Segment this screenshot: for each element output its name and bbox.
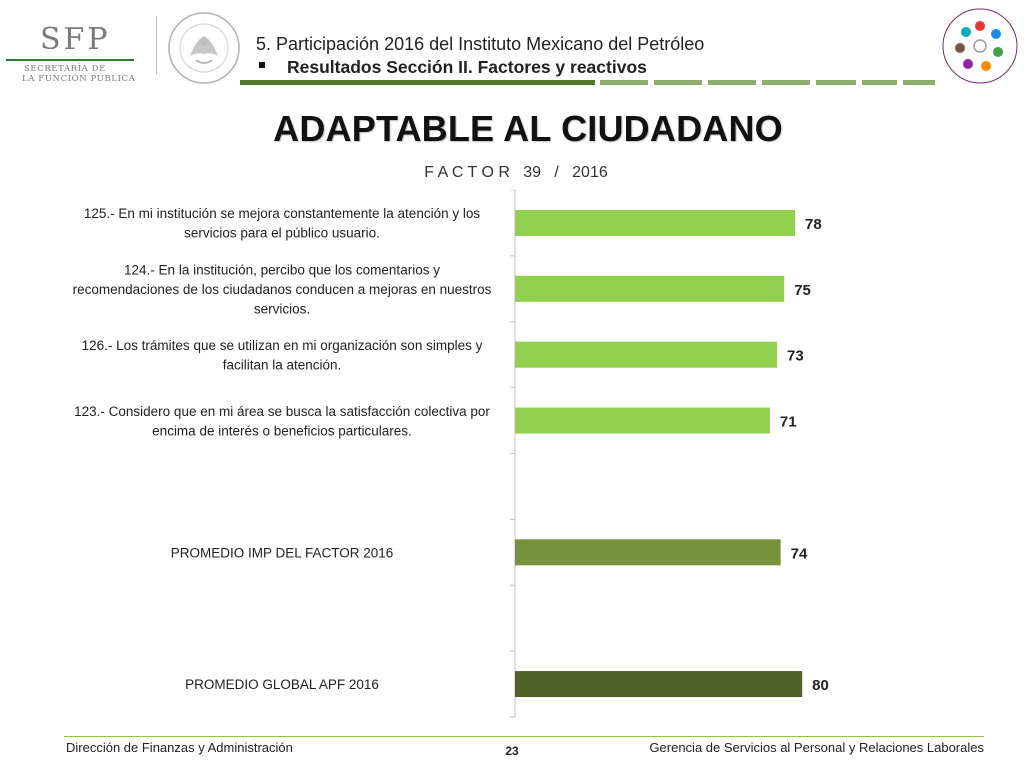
header-section-subtitle: Resultados Sección II. Factores y reacti… (287, 57, 647, 77)
bullet-icon (259, 62, 265, 68)
data-label: 71 (780, 414, 797, 431)
chart-title: ADAPTABLE AL CIUDADANO (273, 108, 783, 149)
data-label: 80 (812, 677, 829, 694)
footer-office: Gerencia de Servicios al Personal y Rela… (649, 740, 984, 755)
header-section-title: 5. Participación 2016 del Instituto Mexi… (256, 34, 705, 54)
chart-subtitle: F A C T O R 39 / 2016 (424, 164, 608, 181)
category-label: 123.- Considero que en mi área se busca … (74, 404, 490, 439)
category-label-line: 123.- Considero que en mi área se busca … (74, 404, 490, 419)
mexico-seal-icon (168, 12, 240, 84)
header-green-stripe (240, 80, 935, 85)
bar (515, 209, 795, 236)
data-label: 73 (787, 348, 804, 365)
bar (515, 275, 785, 302)
category-label-line: 124.- En la institución, percibo que los… (124, 262, 440, 277)
category-label-line: encima de interés o beneficios particula… (152, 423, 412, 438)
sfp-logo-subtitle-2: LA FUNCIÓN PÚBLICA (22, 74, 136, 84)
data-label: 74 (791, 545, 808, 562)
category-label-line: PROMEDIO IMP DEL FACTOR 2016 (171, 545, 394, 560)
data-label: 78 (805, 216, 822, 233)
category-label: 125.- En mi institución se mejora consta… (84, 206, 480, 241)
category-label: 126.- Los trámites que se utilizan en mi… (82, 338, 483, 373)
category-label-line: recomendaciones de los ciudadanos conduc… (73, 282, 492, 297)
norma-igualdad-logo (942, 8, 1018, 84)
category-label-line: PROMEDIO GLOBAL APF 2016 (185, 677, 379, 692)
data-label: 75 (794, 282, 811, 299)
sfp-logo-subtitle-1: SECRETARÍA DE (24, 64, 106, 74)
category-label: 124.- En la institución, percibo que los… (73, 262, 492, 316)
horizontal-bar-chart: 125.- En mi institución se mejora consta… (73, 190, 829, 718)
bar (515, 407, 770, 434)
category-label: PROMEDIO GLOBAL APF 2016 (185, 677, 379, 692)
header-divider (156, 16, 157, 74)
category-label-line: servicios. (254, 301, 310, 316)
bar (515, 671, 803, 698)
category-label: PROMEDIO IMP DEL FACTOR 2016 (171, 545, 394, 560)
category-label-line: facilitan la atención. (223, 357, 342, 372)
bar (515, 539, 781, 566)
category-label-line: 125.- En mi institución se mejora consta… (84, 206, 480, 221)
sfp-logo-rule (6, 59, 134, 61)
bar (515, 341, 778, 368)
page-number: 23 (505, 744, 519, 758)
category-label-line: 126.- Los trámites que se utilizan en mi… (82, 338, 483, 353)
category-label-line: servicios para el público usuario. (184, 226, 380, 241)
footer-department: Dirección de Finanzas y Administración (66, 740, 293, 755)
footer-rule (64, 736, 984, 737)
sfp-logo-wordmark: SFP (40, 22, 111, 57)
